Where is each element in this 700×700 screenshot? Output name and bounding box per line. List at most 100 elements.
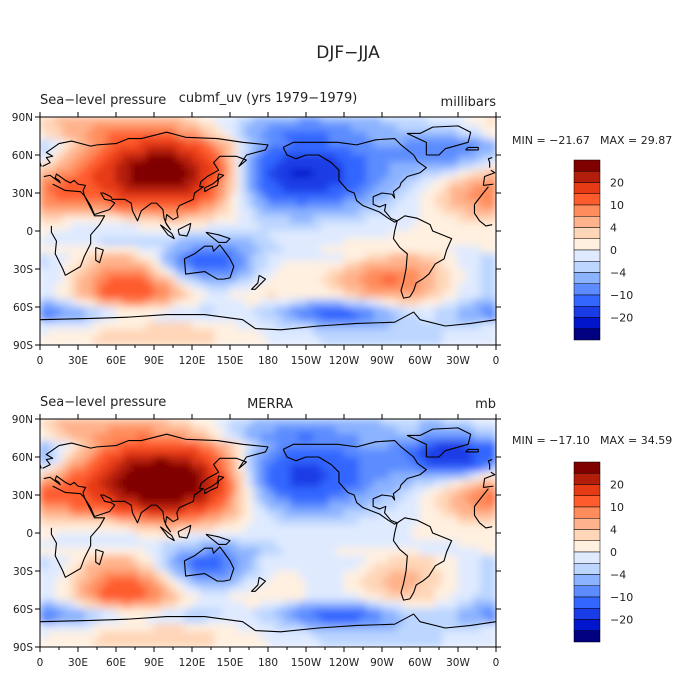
field-cell	[328, 547, 338, 557]
field-cell	[77, 486, 87, 496]
field-cell	[313, 464, 322, 473]
field-cell	[62, 464, 72, 473]
field-cell	[434, 562, 444, 572]
field-cell	[199, 253, 208, 263]
field-cell	[411, 593, 421, 603]
field-cell	[153, 215, 163, 225]
field-cell	[199, 638, 208, 647]
field-cell	[465, 555, 474, 565]
field-cell	[472, 314, 482, 323]
field-cell	[85, 177, 94, 187]
field-cell	[115, 441, 125, 451]
field-cell	[389, 184, 398, 194]
field-cell	[434, 291, 444, 301]
field-cell	[434, 524, 444, 534]
field-cell	[465, 291, 474, 301]
field-cell	[252, 471, 262, 481]
field-cell	[145, 298, 155, 308]
field-cell	[115, 131, 125, 141]
field-cell	[138, 509, 148, 519]
field-cell	[85, 154, 94, 164]
field-cell	[221, 184, 231, 194]
field-cell	[259, 479, 269, 489]
field-cell	[47, 456, 56, 466]
field-cell	[358, 600, 368, 610]
field-cell	[449, 117, 459, 126]
field-cell	[237, 623, 246, 633]
field-cell	[206, 479, 216, 489]
field-cell	[85, 169, 94, 179]
field-cell	[404, 207, 414, 217]
field-cell	[275, 329, 284, 339]
field-cell	[434, 321, 444, 331]
field-cell	[123, 562, 132, 572]
field-cell	[85, 419, 94, 428]
field-cell	[472, 638, 482, 647]
field-cell	[183, 585, 193, 595]
field-cell	[40, 260, 49, 270]
field-cell	[313, 336, 322, 345]
field-cell	[457, 245, 467, 255]
field-cell	[54, 578, 64, 587]
panel-bottom-left-title: Sea−level pressure	[40, 395, 166, 410]
field-cell	[85, 117, 94, 126]
field-cell	[115, 479, 125, 489]
field-cell	[366, 464, 376, 473]
field-cell	[480, 524, 490, 534]
field-cell	[480, 306, 490, 316]
field-cell	[411, 222, 421, 232]
field-cell	[434, 336, 444, 345]
field-cell	[214, 268, 224, 278]
field-cell	[480, 268, 490, 278]
field-cell	[100, 238, 110, 247]
field-cell	[313, 532, 322, 542]
field-cell	[237, 562, 246, 572]
field-cell	[267, 336, 277, 345]
field-cell	[214, 502, 224, 511]
field-cell	[404, 184, 414, 194]
field-cell	[396, 555, 406, 565]
field-cell	[427, 291, 436, 301]
field-cell	[320, 207, 330, 217]
field-cell	[282, 131, 292, 141]
field-cell	[366, 517, 376, 527]
field-cell	[100, 638, 110, 647]
field-cell	[130, 578, 140, 587]
field-cell	[457, 329, 467, 339]
field-cell	[328, 131, 338, 141]
field-cell	[487, 207, 496, 217]
field-cell	[480, 547, 490, 557]
field-cell	[199, 329, 208, 339]
field-cell	[297, 314, 307, 323]
field-cell	[123, 479, 132, 489]
field-cell	[85, 276, 94, 285]
field-cell	[168, 146, 178, 156]
field-cell	[115, 593, 125, 603]
field-cell	[77, 131, 87, 141]
field-cell	[199, 562, 208, 572]
field-cell	[313, 238, 322, 247]
field-cell	[328, 162, 338, 171]
field-cell	[107, 245, 117, 255]
field-cell	[275, 336, 284, 345]
field-cell	[282, 245, 292, 255]
field-cell	[419, 433, 429, 443]
field-cell	[366, 260, 376, 270]
field-cell	[290, 298, 300, 308]
field-cell	[351, 169, 360, 179]
field-cell	[297, 456, 307, 466]
field-cell	[480, 314, 490, 323]
field-cell	[69, 555, 79, 565]
field-cell	[145, 146, 155, 156]
field-cell	[404, 139, 414, 149]
field-cell	[244, 184, 254, 194]
field-cell	[62, 448, 72, 458]
field-cell	[138, 479, 148, 489]
field-cell	[381, 306, 391, 316]
field-cell	[419, 555, 429, 565]
field-cell	[297, 547, 307, 557]
field-cell	[199, 139, 208, 149]
field-cell	[275, 448, 284, 458]
